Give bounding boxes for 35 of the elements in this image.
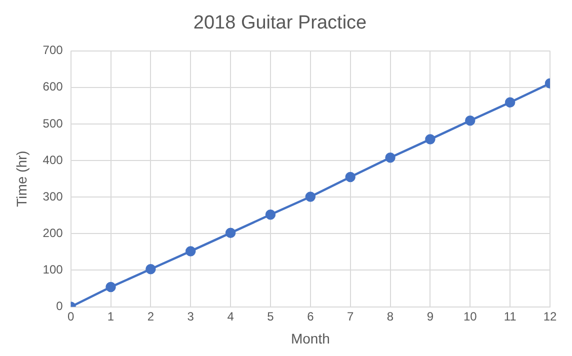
- x-tick-label: 7: [347, 309, 354, 324]
- x-tick-label: 4: [227, 309, 234, 324]
- chart-title: 2018 Guitar Practice: [193, 12, 367, 34]
- point: [465, 116, 476, 126]
- y-tick-label: 700: [42, 43, 64, 58]
- x-tick-label: 1: [107, 309, 114, 324]
- y-tick-label: 100: [42, 262, 64, 277]
- x-tick-label: 11: [504, 309, 517, 324]
- x-tick-label: 12: [543, 309, 557, 324]
- y-tick-label: 200: [42, 226, 64, 240]
- point: [106, 282, 116, 292]
- y-tick-label: 0: [56, 299, 64, 314]
- point: [265, 210, 276, 220]
- x-tick-label: 5: [267, 309, 274, 324]
- x-tick-label: 10: [463, 309, 478, 324]
- point: [146, 264, 156, 274]
- x-tick-label: 9: [426, 309, 434, 324]
- y-tick-label: 600: [42, 80, 64, 94]
- point: [345, 172, 356, 182]
- point: [305, 192, 316, 202]
- x-axis-title: Month: [290, 330, 330, 346]
- y-axis-title: Time (hr): [13, 150, 30, 207]
- point: [385, 152, 396, 163]
- x-tick-label: 8: [386, 309, 394, 324]
- x-tick-label: 3: [187, 309, 194, 324]
- y-tick-label: 500: [42, 116, 64, 130]
- point: [185, 246, 196, 256]
- x-tick-label: 0: [67, 309, 74, 324]
- point: [425, 134, 436, 144]
- x-tick-label: 6: [307, 309, 314, 324]
- x-tick-label: 2: [147, 309, 154, 324]
- y-tick-label: 300: [42, 189, 64, 204]
- y-tick-label: 400: [42, 152, 64, 167]
- point: [225, 228, 236, 238]
- point: [504, 97, 516, 108]
